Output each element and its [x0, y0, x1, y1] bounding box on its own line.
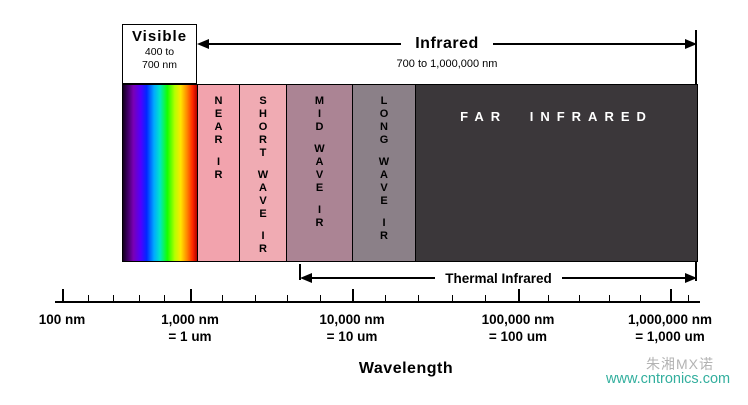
- arrow-line: [492, 43, 686, 45]
- axis-minor-tick: [287, 295, 289, 302]
- axis-major-tick: [670, 289, 672, 302]
- axis-minor-tick: [688, 295, 689, 302]
- axis-minor-tick: [418, 295, 420, 302]
- axis-minor-tick: [385, 295, 387, 302]
- arrowhead-left-icon: [300, 273, 312, 283]
- band-far-infrared-label: FAR INFRARED: [460, 109, 653, 124]
- thermal-left-tick: [299, 264, 301, 280]
- watermark-cn: 朱湘MX诺: [646, 356, 714, 372]
- axis-tick-label: 1,000 nm = 1 um: [161, 312, 219, 344]
- axis-tick-label: 1,000,000 nm = 1,000 um: [627, 312, 713, 344]
- arrowhead-left-icon: [197, 39, 209, 49]
- axis-minor-tick: [451, 295, 453, 302]
- watermark-url: www.cntronics.com: [606, 371, 731, 387]
- wavelength-label: Wavelength: [358, 360, 454, 377]
- axis-minor-tick: [548, 295, 550, 302]
- axis-major-tick: [62, 289, 64, 302]
- infrared-title: Infrared: [415, 35, 479, 52]
- axis-minor-tick: [87, 295, 89, 302]
- arrow-line: [312, 277, 436, 279]
- axis-tick-label: 10,000 nm = 10 um: [319, 312, 385, 344]
- axis-minor-tick: [319, 295, 321, 302]
- infrared-range: 700 to 1,000,000 nm: [396, 58, 498, 70]
- axis-minor-tick: [484, 295, 486, 302]
- visible-range-line2: 700 nm: [141, 59, 178, 71]
- thermal-infrared-arrow: Thermal Infrared: [300, 270, 697, 286]
- axis-minor-tick: [609, 295, 611, 302]
- axis-minor-tick: [254, 295, 256, 302]
- axis-major-tick: [518, 289, 520, 302]
- axis-minor-tick: [578, 295, 580, 302]
- thermal-infrared-title: Thermal Infrared: [445, 270, 552, 286]
- band-visible-spectrum: [123, 85, 197, 261]
- axis-minor-tick: [113, 295, 115, 302]
- visible-title: Visible: [131, 28, 188, 45]
- axis-major-tick: [352, 289, 354, 302]
- axis-minor-tick: [222, 295, 224, 302]
- axis-minor-tick: [639, 295, 641, 302]
- thermal-right-tick: [695, 262, 697, 281]
- wavelength-axis: 100 nm 1,000 nm = 1 um 10,000 nm = 10 um 100,…: [39, 289, 712, 351]
- arrowhead-right-icon: [685, 273, 697, 283]
- arrow-line: [561, 277, 685, 279]
- axis-tick-label: 100,000 nm = 100 um: [481, 312, 555, 344]
- band-far-infrared: FAR INFRARED: [415, 85, 697, 261]
- visible-label-box: Visible 400 to 700 nm: [122, 24, 197, 84]
- axis-minor-tick: [164, 295, 166, 302]
- axis-minor-tick: [138, 295, 140, 302]
- right-boundary-line: [695, 30, 697, 84]
- infrared-arrow: Infrared: [197, 35, 698, 52]
- axis-line: [55, 301, 700, 303]
- visible-range-line1: 400 to: [144, 46, 175, 58]
- axis-major-tick: [190, 289, 192, 302]
- arrow-line: [209, 43, 402, 45]
- arrowhead-right-icon: [685, 39, 698, 49]
- axis-tick-label: 100 nm: [38, 312, 86, 327]
